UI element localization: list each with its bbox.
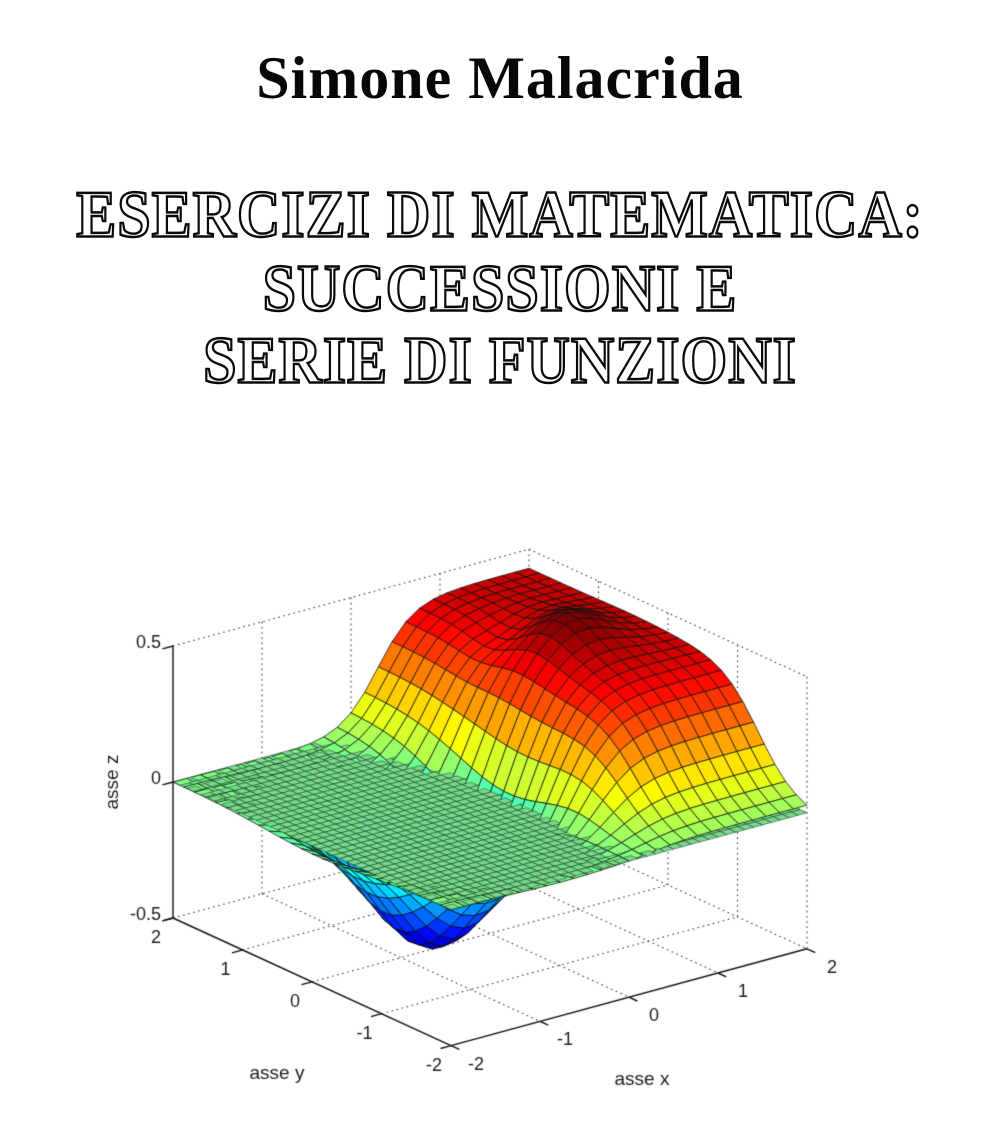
title-line-1: ESERCIZI DI MATEMATICA: — [75, 176, 924, 252]
author-name: Simone Malacrida — [256, 45, 744, 111]
title-line-2: SUCCESSIONI E — [261, 250, 738, 326]
title-line-3: SERIE DI FUNZIONI — [202, 322, 797, 398]
